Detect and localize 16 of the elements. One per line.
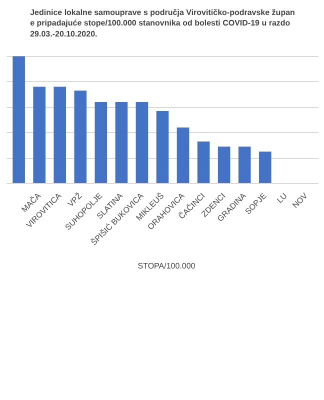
bar: [115, 102, 128, 184]
text: STOPA/100.000: [138, 262, 196, 270]
bar: [176, 128, 190, 184]
bar: [238, 146, 251, 184]
bar: [156, 110, 169, 184]
bar: [197, 142, 210, 184]
bar: [74, 90, 87, 184]
bar: [94, 102, 108, 184]
bar: [12, 56, 25, 184]
bar: [33, 86, 46, 184]
bar: [54, 86, 66, 184]
x-tick-label: LU: [275, 191, 289, 205]
bar: [258, 152, 272, 184]
bar: [218, 146, 230, 184]
chart-title: Jedinice lokalne samouprave s područja Virovitičko-podravske župan e pripadajuće stope/100.000 stanovnika od bolesti COVID-19 u razdo 29.03.-20.10.2020.: [30, 8, 296, 38]
bar: [136, 102, 148, 184]
